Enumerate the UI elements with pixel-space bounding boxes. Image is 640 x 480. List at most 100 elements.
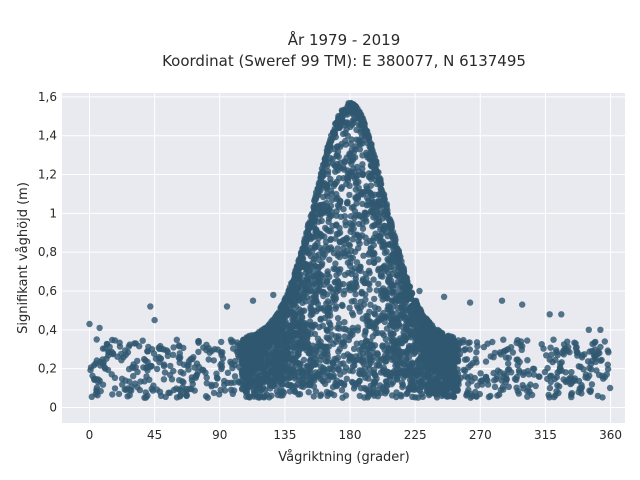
data-point (463, 392, 470, 399)
data-point (359, 220, 366, 228)
data-point (524, 367, 531, 375)
data-point (546, 384, 554, 392)
data-point (546, 311, 553, 318)
data-point (438, 360, 445, 367)
data-point (468, 393, 476, 400)
data-point (339, 110, 347, 118)
data-point (431, 357, 439, 364)
data-point (334, 252, 341, 259)
x-tick-label: 315 (534, 428, 557, 442)
data-point (511, 375, 519, 383)
data-point (161, 369, 169, 376)
data-point (350, 345, 358, 352)
data-point (354, 172, 362, 179)
data-point (228, 339, 235, 346)
data-point (427, 329, 434, 336)
data-point (547, 344, 554, 351)
data-point (370, 276, 377, 283)
data-point (348, 298, 355, 305)
data-point (377, 356, 385, 364)
data-point (561, 345, 569, 353)
data-point (558, 311, 565, 318)
data-point (371, 392, 378, 399)
data-point (303, 237, 310, 244)
data-point (304, 362, 311, 369)
data-point (524, 337, 531, 344)
data-point (97, 358, 104, 366)
data-point (124, 393, 131, 400)
y-axis-ticks: 0 0,2 0,4 0,6 0,8 1 1,2 1,4 1,6 (38, 90, 57, 415)
data-point (378, 237, 385, 245)
data-point (339, 302, 346, 310)
data-point (328, 196, 336, 204)
data-point (461, 347, 468, 354)
data-point (589, 340, 596, 348)
data-point (386, 315, 394, 322)
data-point (385, 302, 392, 309)
data-point (333, 190, 340, 198)
data-point (425, 344, 432, 352)
data-point (389, 234, 396, 242)
data-point (352, 212, 360, 219)
data-point (566, 376, 573, 384)
data-point (267, 344, 274, 351)
data-point (380, 309, 387, 317)
data-point (517, 338, 525, 345)
data-point (386, 241, 394, 249)
data-point (321, 307, 328, 314)
data-point (212, 381, 219, 389)
data-point (379, 296, 386, 303)
data-point (210, 357, 217, 364)
data-point (421, 373, 428, 380)
data-point (530, 371, 538, 378)
data-point (132, 340, 139, 347)
data-point (445, 333, 453, 341)
data-point (185, 366, 192, 373)
data-point (366, 173, 374, 181)
data-point (349, 311, 357, 319)
data-point (390, 330, 397, 338)
data-point (357, 304, 365, 311)
data-point (294, 285, 302, 292)
data-point (359, 165, 366, 172)
data-point (396, 335, 404, 342)
data-point (299, 308, 306, 315)
data-point (345, 106, 352, 113)
data-point (435, 343, 442, 351)
data-point (155, 344, 162, 351)
data-point (379, 215, 386, 222)
data-point (355, 184, 362, 192)
data-point (370, 214, 377, 221)
data-point (173, 336, 180, 343)
data-point (378, 314, 385, 322)
data-point (320, 193, 327, 201)
data-point (390, 367, 398, 375)
data-point (295, 351, 302, 358)
data-point (578, 352, 586, 359)
data-point (485, 393, 493, 401)
data-point (382, 336, 390, 343)
data-point (305, 389, 312, 396)
data-point (94, 392, 101, 399)
data-point (179, 378, 186, 385)
data-point (294, 262, 301, 270)
data-point (304, 322, 312, 329)
data-point (396, 347, 403, 354)
data-point (315, 251, 322, 258)
data-point (335, 283, 342, 290)
data-point (509, 349, 517, 356)
data-point (418, 353, 425, 361)
data-point (434, 350, 441, 357)
data-point (360, 252, 367, 259)
data-point (375, 256, 382, 263)
data-point (310, 259, 317, 266)
data-point (362, 209, 369, 216)
data-point (367, 145, 374, 152)
data-point (318, 217, 325, 224)
data-point (243, 342, 250, 349)
y-tick-label: 1,4 (38, 129, 57, 143)
data-point (474, 382, 481, 389)
data-point (528, 391, 536, 399)
data-point (219, 355, 227, 362)
data-point (356, 377, 363, 384)
